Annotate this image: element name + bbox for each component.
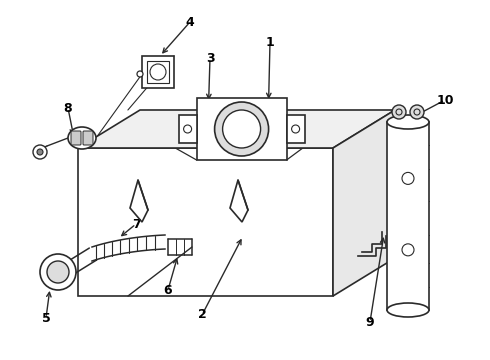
Text: 7: 7 — [132, 217, 140, 230]
Polygon shape — [178, 115, 196, 143]
Circle shape — [222, 110, 261, 148]
Circle shape — [137, 71, 143, 77]
FancyBboxPatch shape — [71, 131, 81, 145]
Circle shape — [33, 145, 47, 159]
FancyBboxPatch shape — [83, 131, 93, 145]
Text: 4: 4 — [186, 15, 195, 28]
Circle shape — [215, 102, 269, 156]
Polygon shape — [78, 148, 333, 296]
Text: 10: 10 — [436, 94, 454, 107]
Text: 9: 9 — [366, 315, 374, 328]
Ellipse shape — [387, 303, 429, 317]
Text: 6: 6 — [164, 284, 172, 297]
Polygon shape — [333, 110, 395, 296]
Text: 3: 3 — [206, 51, 214, 64]
Text: 1: 1 — [266, 36, 274, 49]
Text: 5: 5 — [42, 311, 50, 324]
Ellipse shape — [387, 115, 429, 129]
Polygon shape — [196, 98, 287, 160]
Circle shape — [47, 261, 69, 283]
Circle shape — [410, 105, 424, 119]
Text: 2: 2 — [197, 309, 206, 321]
Ellipse shape — [68, 127, 96, 149]
Text: 8: 8 — [64, 102, 73, 114]
Circle shape — [392, 105, 406, 119]
Polygon shape — [142, 56, 174, 88]
Polygon shape — [287, 115, 305, 143]
Circle shape — [40, 254, 76, 290]
Polygon shape — [78, 110, 395, 148]
Circle shape — [37, 149, 43, 155]
Polygon shape — [387, 122, 429, 310]
